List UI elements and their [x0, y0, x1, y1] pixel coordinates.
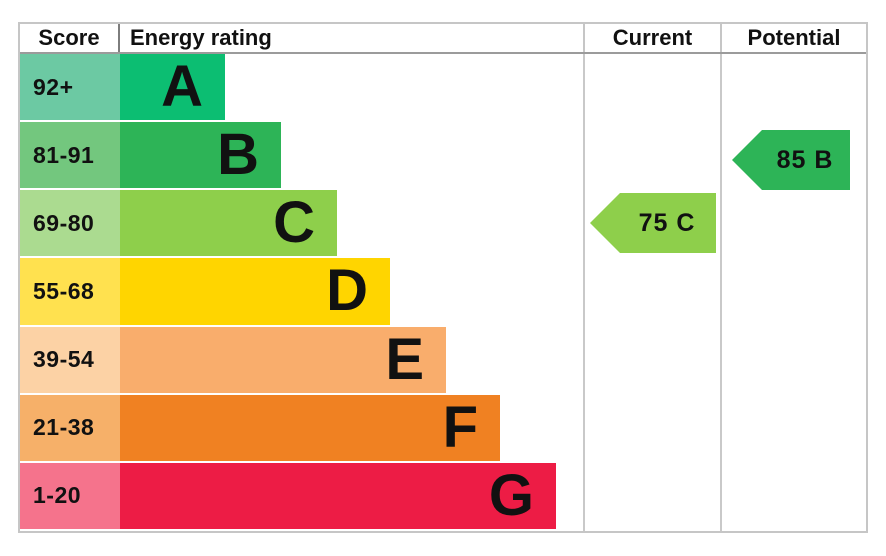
rating-bar-f: F — [120, 394, 500, 461]
epc-table: Score Energy rating Current Potential 92… — [18, 22, 868, 533]
current-column-divider — [583, 54, 585, 531]
score-range-label: 69-80 — [20, 190, 120, 257]
rating-row-f: 21-38 F — [20, 394, 866, 463]
score-range-label: 81-91 — [20, 122, 120, 189]
potential-column-divider — [720, 54, 722, 531]
score-range-label: 92+ — [20, 54, 120, 121]
score-column-header: Score — [20, 24, 120, 52]
score-range-label: 39-54 — [20, 326, 120, 393]
epc-table-body: 92+ A 81-91 B 69-80 C 55-68 D 39-54 E 21… — [20, 54, 866, 531]
current-column-header: Current — [583, 24, 720, 52]
score-range-label: 21-38 — [20, 394, 120, 461]
rating-bar-g: G — [120, 462, 556, 529]
rating-row-a: 92+ A — [20, 54, 866, 123]
potential-rating-arrow: 85 B — [732, 130, 850, 190]
rating-row-b: 81-91 B — [20, 122, 866, 191]
rating-bar-a: A — [120, 54, 225, 121]
rating-bar-c: C — [120, 190, 337, 257]
rating-bar-e: E — [120, 326, 446, 393]
rating-row-c: 69-80 C — [20, 190, 866, 259]
rating-bar-b: B — [120, 122, 281, 189]
rating-row-g: 1-20 G — [20, 462, 866, 531]
score-range-label: 1-20 — [20, 462, 120, 529]
score-range-label: 55-68 — [20, 258, 120, 325]
table-header-row: Score Energy rating Current Potential — [20, 24, 866, 54]
rating-bar-d: D — [120, 258, 390, 325]
rating-row-d: 55-68 D — [20, 258, 866, 327]
rating-row-e: 39-54 E — [20, 326, 866, 395]
energy-rating-column-header: Energy rating — [130, 25, 272, 50]
potential-column-header: Potential — [720, 24, 866, 52]
current-rating-arrow: 75 C — [590, 193, 716, 253]
